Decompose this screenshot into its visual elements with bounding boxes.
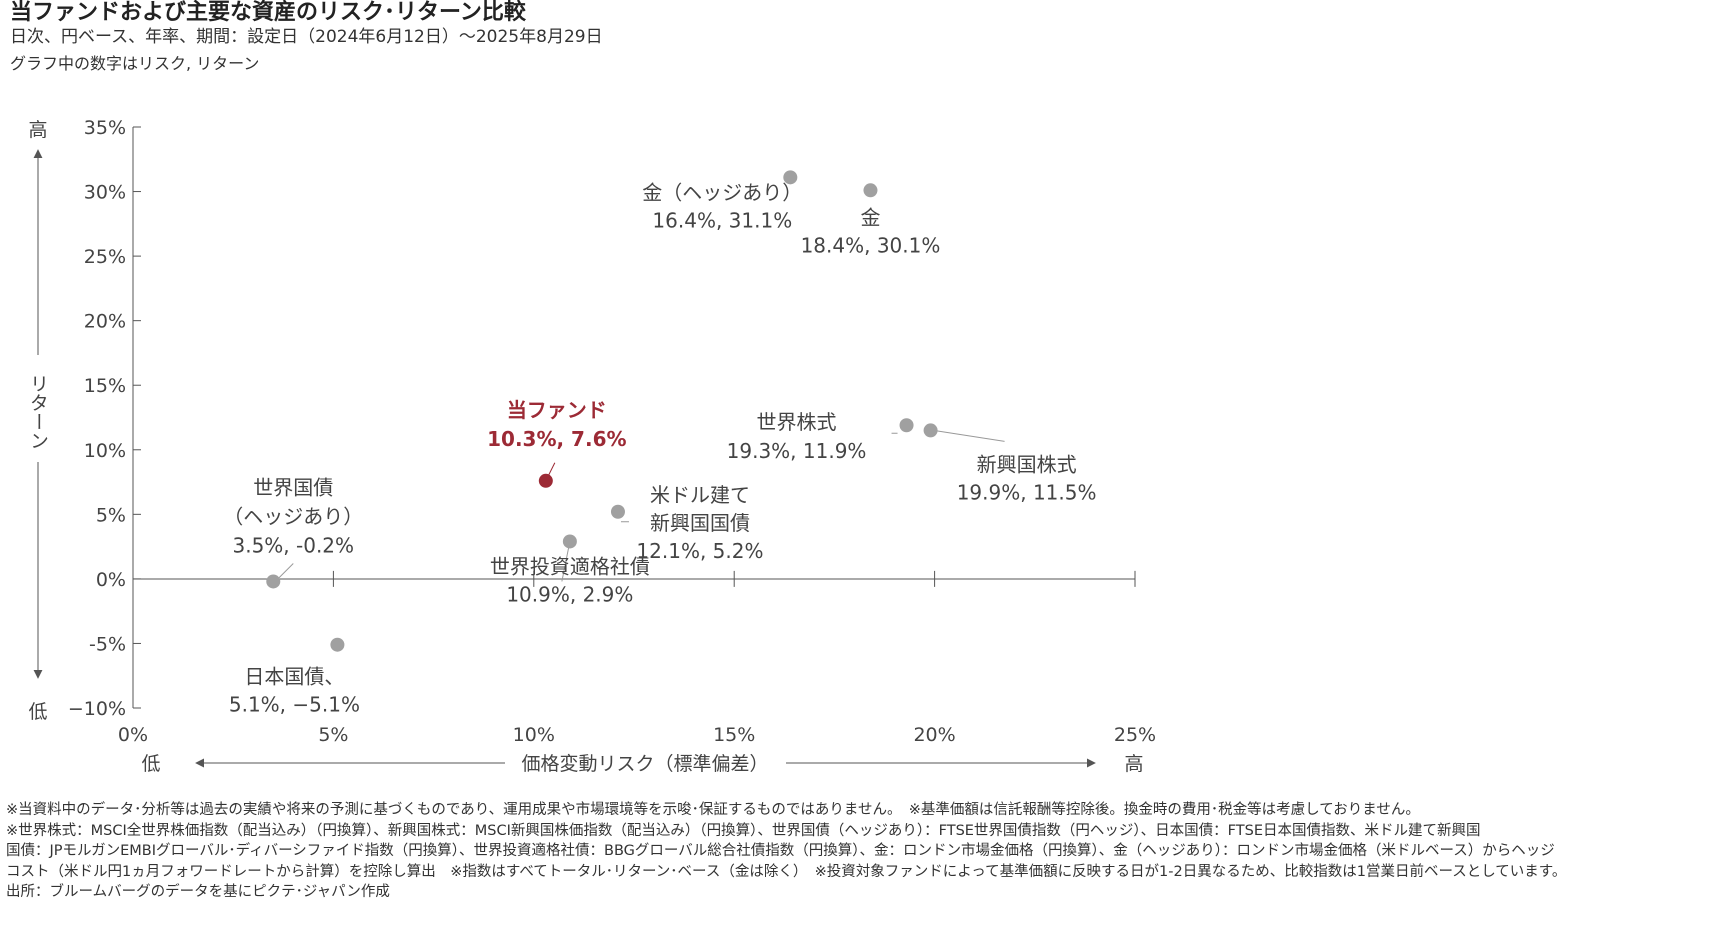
y-tick-label: 10% xyxy=(84,440,126,462)
data-point xyxy=(783,170,798,185)
y-tick-label: 15% xyxy=(84,375,126,397)
footnotes: ※当資料中のデータ･分析等は過去の実績や将来の予測に基づくものであり、運用成果や… xyxy=(6,800,1706,903)
leader-line xyxy=(933,429,1005,442)
point-name-label: 新興国国債 xyxy=(650,511,750,535)
page-subtitle: 日次、円ベース、年率、期間：設定日（2024年6月12日）～2025年8月29日 xyxy=(10,27,603,47)
point-name-label: 日本国債、 xyxy=(244,665,344,689)
point-name-label: 世界投資適格社債 xyxy=(490,554,650,578)
data-point xyxy=(330,637,345,652)
data-point xyxy=(923,423,938,438)
data-point xyxy=(610,504,625,519)
point-name-label: 世界国債 xyxy=(253,475,333,499)
y-tick-label: 25% xyxy=(84,246,126,268)
y-axis-high-label: 高 xyxy=(28,119,47,141)
y-axis-low-label: 低 xyxy=(28,701,47,723)
point-name-label: 新興国株式 xyxy=(977,452,1077,476)
data-point xyxy=(266,574,281,589)
footnote-source: 出所：ブルームバーグのデータを基にピクテ･ジャパン作成 xyxy=(6,884,390,900)
point-value-label: 5.1%, −5.1% xyxy=(229,693,360,717)
x-axis-low-label: 低 xyxy=(141,753,160,775)
data-point xyxy=(899,418,914,433)
data-point xyxy=(538,473,553,488)
point-name-label: （ヘッジあり） xyxy=(223,504,363,528)
x-tick-label: 10% xyxy=(513,724,555,746)
point-value-label: 19.3%, 11.9% xyxy=(727,439,867,463)
footnote-index-definitions: ※世界株式：MSCI全世界株価指数（配当込み）（円換算）、新興国株式：MSCI新… xyxy=(6,822,1481,839)
point-name-label: 米ドル建て xyxy=(650,483,750,507)
point-value-label: 16.4%, 31.1% xyxy=(652,208,792,232)
data-point xyxy=(863,183,878,198)
x-axis-title: 価格変動リスク（標準偏差） xyxy=(521,753,768,775)
y-axis-title: リターン xyxy=(27,374,49,450)
x-axis-high-label: 高 xyxy=(1124,753,1143,775)
data-labels: 金（ヘッジあり） 16.4%, 31.1% 金 18.4%, 30.1% 当ファンド 10… xyxy=(223,180,1096,716)
y-tick-label: −10% xyxy=(68,698,126,720)
y-tick-label: 20% xyxy=(84,311,126,333)
point-value-label: 12.1%, 5.2% xyxy=(636,539,763,563)
y-axis-ticks: −10% -5% 0% 5% 10% 15% 20% 25% 30% 35% xyxy=(68,117,141,720)
footnote-index-definitions-end: コスト（米ドル円1ヵ月フォワードレートから計算）を控除し算出 ※指数はすべてトー… xyxy=(6,863,1567,880)
y-tick-label: 5% xyxy=(96,504,126,526)
y-tick-label: -5% xyxy=(89,633,126,655)
data-point xyxy=(562,534,577,549)
y-tick-label: 0% xyxy=(96,569,126,591)
x-tick-label: 5% xyxy=(318,724,348,746)
point-value-label: 10.3%, 7.6% xyxy=(487,427,626,451)
point-name-label: 金（ヘッジあり） xyxy=(642,180,802,204)
point-value-label: 19.9%, 11.5% xyxy=(957,480,1097,504)
footnote-index-definitions-cont: 国債：JPモルガンEMBIグローバル･ディバーシファイド指数（円換算）、世界投資… xyxy=(6,843,1555,859)
x-tick-label: 20% xyxy=(913,724,955,746)
x-axis-ticks: 0% 5% 10% 15% 20% 25% xyxy=(118,570,1156,746)
x-tick-label: 15% xyxy=(713,724,755,746)
page-title: 当ファンドおよび主要な資産のリスク･リターン比較 xyxy=(10,0,526,25)
x-tick-label: 25% xyxy=(1114,724,1156,746)
y-tick-label: 35% xyxy=(84,117,126,139)
point-name-label: 金 xyxy=(860,205,880,229)
risk-return-scatter-chart: −10% -5% 0% 5% 10% 15% 20% 25% 30% 35% 0% 5% 10% 15%… xyxy=(27,117,1156,775)
data-points xyxy=(266,170,938,652)
point-value-label: 3.5%, -0.2% xyxy=(232,533,354,557)
y-tick-label: 30% xyxy=(84,182,126,204)
footnote-disclaimer: ※当資料中のデータ･分析等は過去の実績や将来の予測に基づくものであり、運用成果や… xyxy=(6,802,1420,818)
point-value-label: 10.9%, 2.9% xyxy=(506,582,633,606)
point-name-label: 当ファンド xyxy=(507,398,607,422)
point-name-label: 世界株式 xyxy=(757,410,837,434)
point-value-label: 18.4%, 30.1% xyxy=(801,233,941,257)
chart-note: グラフ中の数字はリスク, リターン xyxy=(10,54,260,73)
x-tick-label: 0% xyxy=(118,724,148,746)
